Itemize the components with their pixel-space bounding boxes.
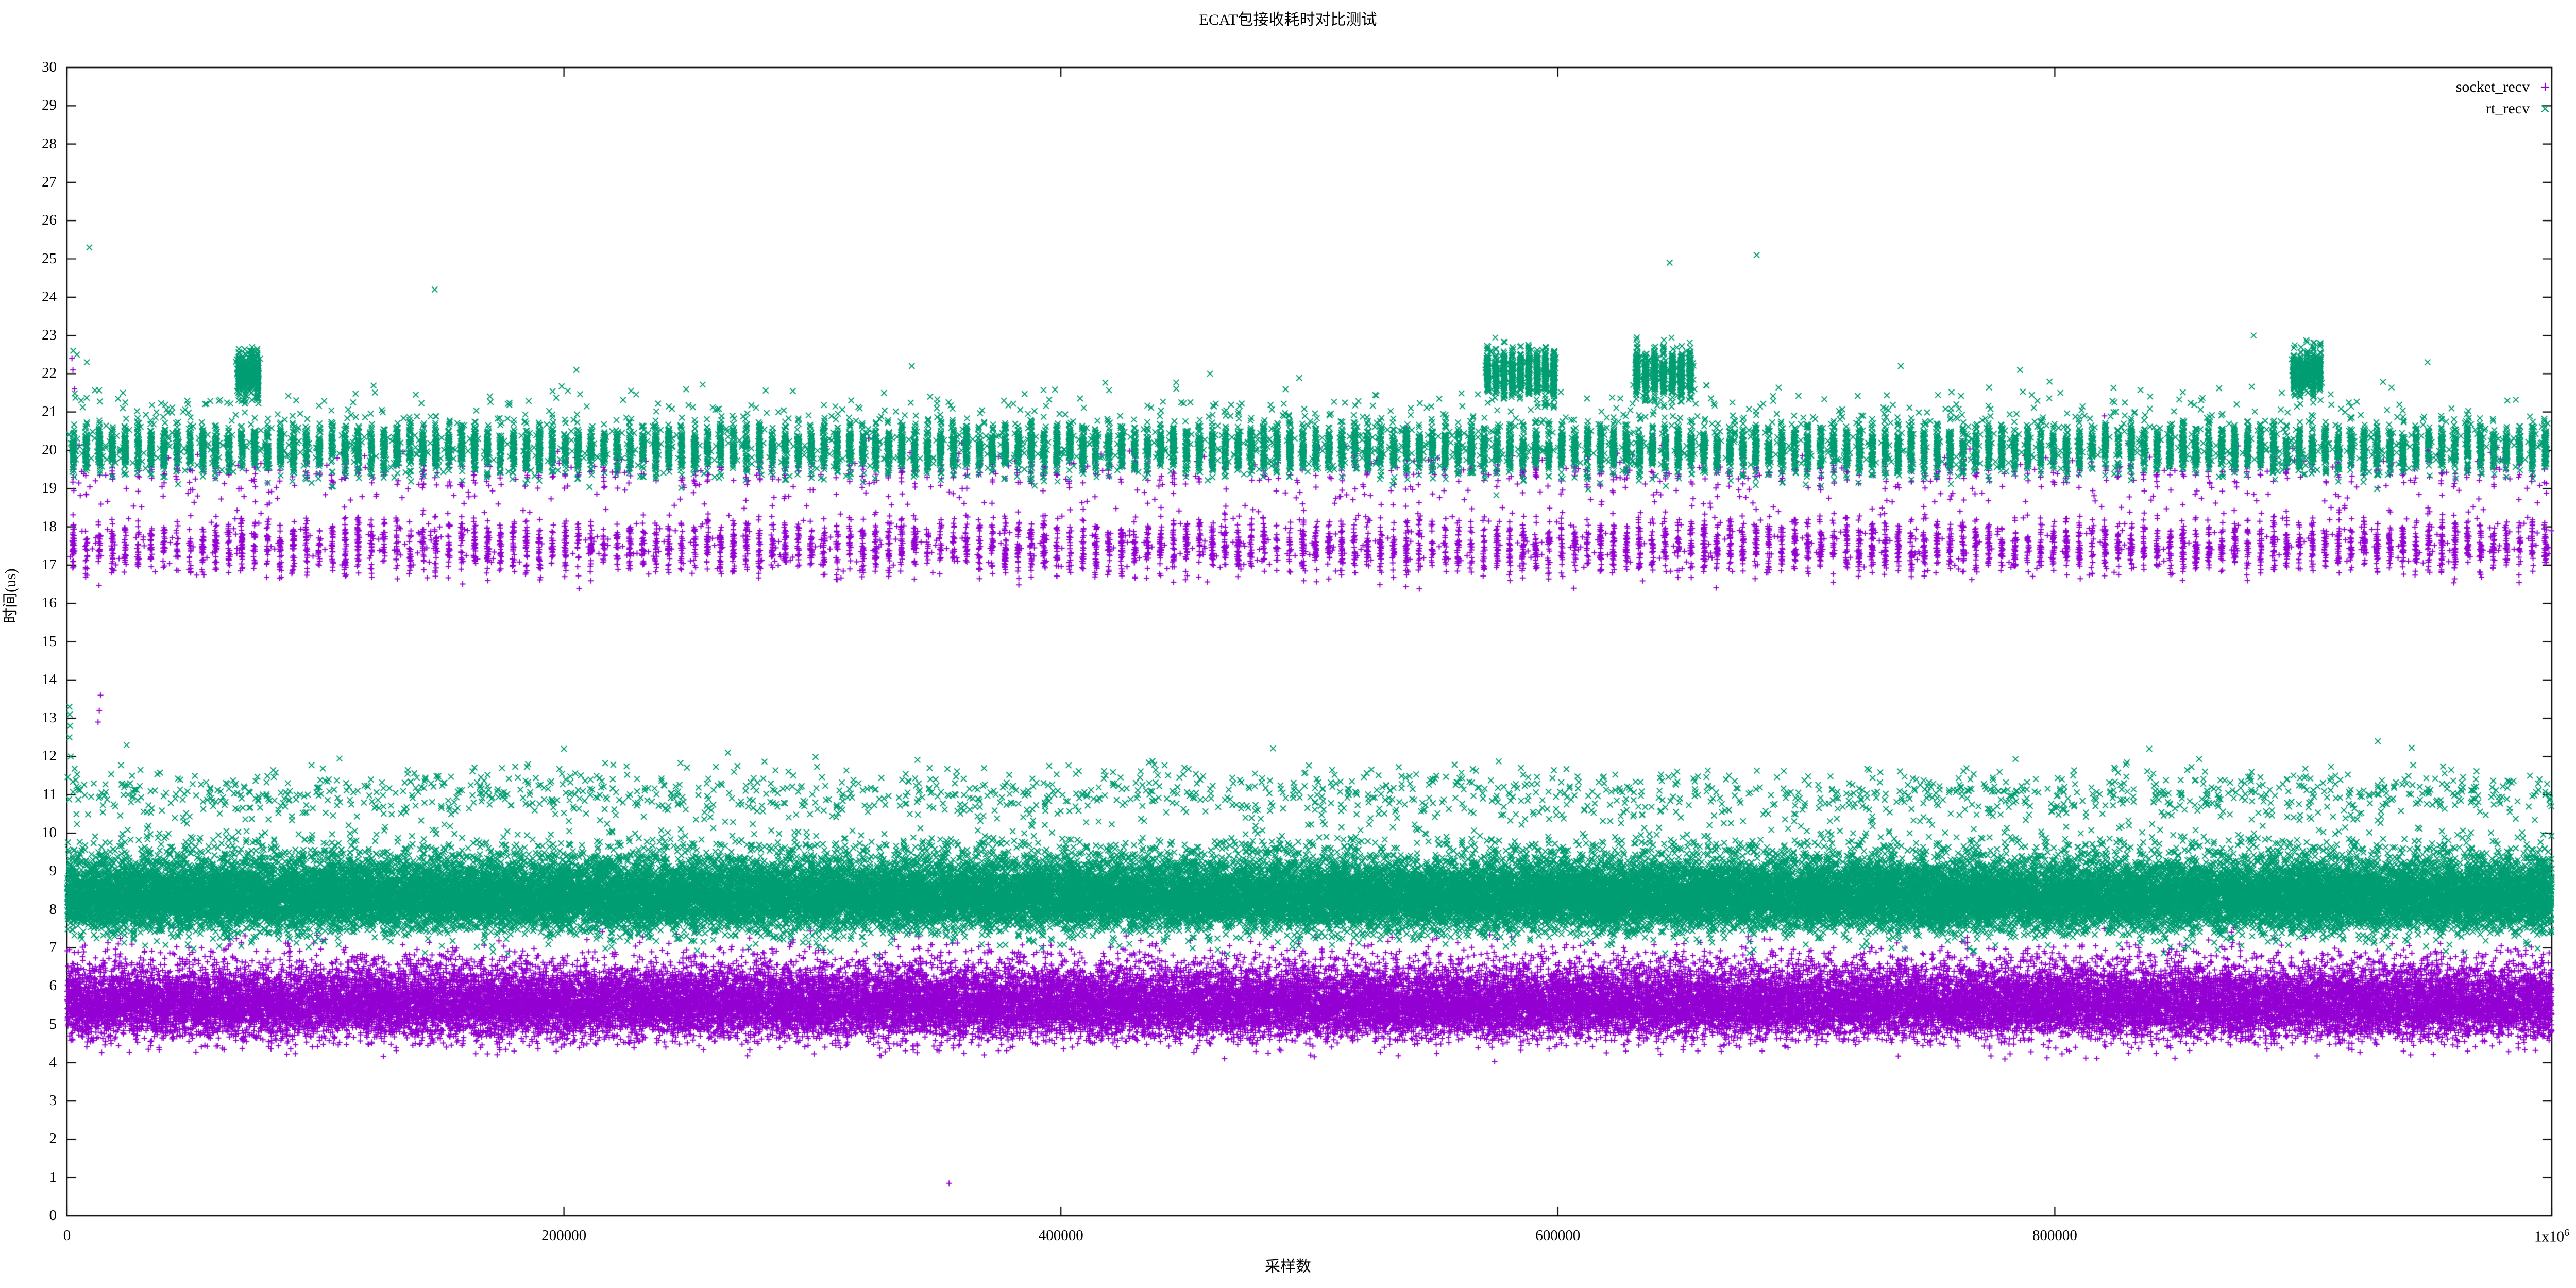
y-tick-label: 6 [49,977,57,994]
y-tick-label: 7 [49,939,57,956]
x-tick-label: 800000 [1977,1227,2132,1244]
legend-item-rt_recv[interactable]: rt_recv × [2401,99,2561,117]
y-tick-label: 0 [49,1207,57,1224]
chart-title: ECAT包接收耗时对比测试 [1199,11,1377,28]
legend-label: rt_recv [2486,100,2530,117]
y-tick-label: 13 [42,709,57,726]
y-tick-label: 5 [49,1015,57,1032]
legend-plus-marker-icon: + [2539,79,2551,95]
y-tick-label: 10 [42,824,57,841]
y-tick-label: 19 [42,480,57,497]
x-tick-label-text: 1x10 [2534,1228,2564,1245]
y-tick-label: 14 [42,671,57,688]
y-tick-label: 3 [49,1092,57,1109]
x-tick-label-exponent: 6 [2564,1227,2569,1239]
x-axis-title: 采样数 [1265,1258,1311,1275]
x-tick-label-text: 200000 [541,1227,587,1244]
y-tick-label: 22 [42,365,57,382]
legend-cross-marker-icon: × [2539,101,2551,117]
y-tick-label: 20 [42,442,57,458]
y-tick-label: 21 [42,403,57,420]
x-tick-label: 0 [0,1227,144,1244]
y-tick-label: 26 [42,212,57,229]
y-tick-label: 2 [49,1130,57,1147]
y-tick-label: 29 [42,97,57,114]
y-tick-label: 4 [49,1054,57,1071]
x-tick-label-text: 600000 [1535,1227,1581,1244]
y-tick-label: 27 [42,173,57,190]
y-tick-label: 9 [49,862,57,879]
y-tick-label: 11 [42,786,57,803]
x-tick-label-text: 0 [63,1227,71,1244]
y-tick-label: 30 [42,59,57,75]
y-tick-label: 1 [49,1168,57,1185]
x-tick-label: 600000 [1481,1227,1635,1244]
legend-label: socket_recv [2455,78,2530,96]
x-tick-label-text: 800000 [2032,1227,2077,1244]
x-tick-label: 1x106 [2475,1227,2576,1246]
x-tick-label: 400000 [984,1227,1138,1244]
y-tick-label: 12 [42,748,57,765]
x-tick-label-text: 400000 [1038,1227,1083,1244]
y-tick-label: 23 [42,327,57,344]
y-tick-label: 8 [49,901,57,918]
y-tick-label: 28 [42,135,57,152]
y-tick-label: 16 [42,595,57,612]
y-tick-label: 18 [42,518,57,535]
legend-item-socket_recv[interactable]: socket_recv + [2401,77,2561,96]
y-tick-label: 24 [42,288,57,305]
y-tick-label: 15 [42,633,57,650]
y-tick-label: 17 [42,556,57,573]
y-tick-label: 25 [42,250,57,267]
x-tick-label: 200000 [487,1227,641,1244]
